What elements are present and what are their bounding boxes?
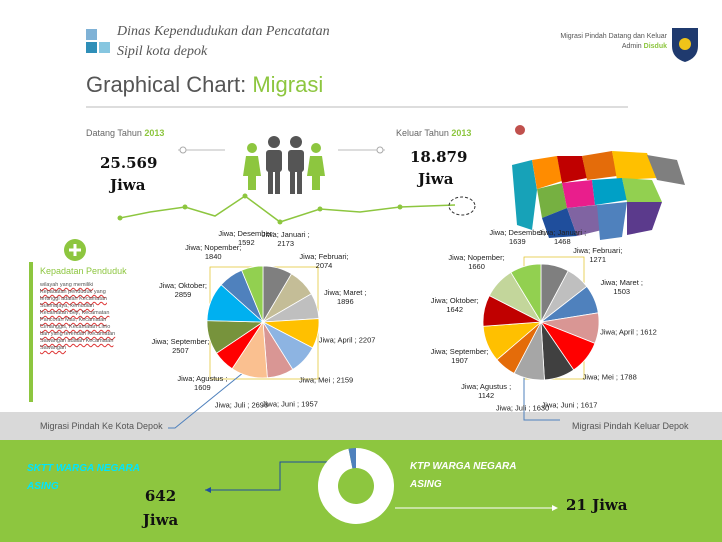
ktp-value: 21 Jiwa — [566, 496, 628, 514]
pie-label: Jiwa; Juni ; 1957 — [262, 399, 318, 409]
zigzag-line — [119, 195, 456, 223]
plus-sign — [69, 244, 81, 256]
datang-unit: Jiwa — [110, 176, 146, 194]
gray-band — [0, 412, 722, 440]
deco-ellipse — [448, 196, 476, 216]
pie-caption: Migrasi Pindah Ke Kota Depok — [40, 421, 163, 431]
sktt-value: 642 Jiwa — [142, 487, 179, 529]
pie-label: Jiwa; Desember; 1639 — [489, 228, 546, 247]
deco-dot — [376, 146, 384, 154]
keluar-unit: Jiwa — [418, 170, 454, 188]
arrow-head — [205, 487, 211, 493]
kepadatan-title: Kepadatan Penduduk — [40, 266, 127, 276]
pie-label: Jiwa; Agustus ; 1609 — [177, 374, 228, 393]
map — [512, 125, 685, 240]
pie-slice — [241, 265, 264, 323]
pie-slice — [348, 448, 356, 469]
pie-label: Jiwa; Agustus ; 1142 — [461, 381, 512, 400]
year: 2013 — [144, 128, 165, 138]
pie-label: Jiwa; Mei ; 2159 — [299, 375, 354, 385]
pie-label: Jiwa; Juli ; 2696 — [214, 400, 269, 410]
people-icons — [243, 136, 325, 194]
year: 2013 — [451, 128, 472, 138]
pie-label: Jiwa; April ; 2207 — [318, 335, 376, 345]
datang-label: Datang Tahun 2013 — [86, 128, 164, 138]
pie-slice — [318, 448, 395, 524]
label: Datang Tahun — [86, 128, 142, 138]
logo-square — [99, 42, 110, 53]
label: Keluar Tahun — [396, 128, 449, 138]
keluar-total: 18.879 — [410, 148, 468, 166]
pie-label: Jiwa; September; 2507 — [151, 337, 210, 356]
deco-dot — [179, 146, 187, 154]
header-admin: Admin Disduk — [622, 43, 667, 50]
logo-square — [86, 42, 97, 53]
pie-label: Jiwa; September; 1907 — [430, 346, 489, 365]
ktp-label: KTP WARGA NEGARA ASING — [410, 461, 517, 490]
pie-label: Jiwa; Februari; 1271 — [573, 245, 623, 264]
title-highlight: Migrasi — [252, 72, 324, 97]
zigzag-dots — [117, 193, 403, 225]
org-name: Dinas Kependudukan dan Pencatatan — [117, 24, 330, 39]
datang-total: 25.569 — [100, 154, 158, 172]
arrow-head — [552, 505, 558, 511]
pie-label: Jiwa; Juli ; 1630 — [495, 403, 550, 413]
pie-slice — [510, 263, 542, 324]
logo-square — [86, 29, 97, 40]
pie-label: Jiwa; Maret ; 1503 — [600, 277, 643, 296]
admin-name: Disduk — [643, 43, 667, 50]
pointer-line — [168, 354, 266, 429]
kepadatan-text: wilayah yang memiliki Kepadatan penduduk… — [40, 282, 116, 351]
keluar-label: Keluar Tahun 2013 — [396, 128, 471, 138]
pie-label: Jiwa; Nopember; 1660 — [448, 253, 505, 272]
pie-label: Jiwa; Nopember; 1840 — [185, 242, 242, 261]
org-name: Sipil kota depok — [117, 44, 208, 59]
pie-caption: Migrasi Pindah Keluar Depok — [572, 421, 689, 431]
emblem — [672, 28, 698, 62]
pie-label: Jiwa; April ; 1612 — [600, 327, 657, 337]
pie-label: Jiwa; Maret ; 1896 — [324, 288, 367, 307]
pie-label: Jiwa; Oktober; 1642 — [430, 295, 479, 314]
pie-label: Jiwa; Januari ; 1468 — [538, 227, 587, 246]
sktt-label: SKTT WARGA NEGARA ASING — [27, 463, 140, 492]
header-subtitle: Migrasi Pindah Datang dan Keluar — [560, 33, 667, 40]
page-title: Graphical Chart: Migrasi — [86, 72, 323, 98]
pie-label: Jiwa; Desember; 1592 — [218, 228, 275, 247]
pie-label: Jiwa; Oktober; 2859 — [159, 281, 207, 300]
pie-label: Jiwa; Mei ; 1788 — [582, 372, 637, 382]
pie-label: Jiwa; Juni ; 1617 — [541, 400, 598, 410]
title-prefix: Graphical Chart: — [86, 72, 247, 97]
pie-label: Jiwa; Februari; 2074 — [299, 252, 349, 271]
pie-label: Jiwa; Januari ; 2173 — [261, 230, 310, 249]
admin-label: Admin — [621, 43, 642, 50]
logo-square — [99, 29, 110, 40]
